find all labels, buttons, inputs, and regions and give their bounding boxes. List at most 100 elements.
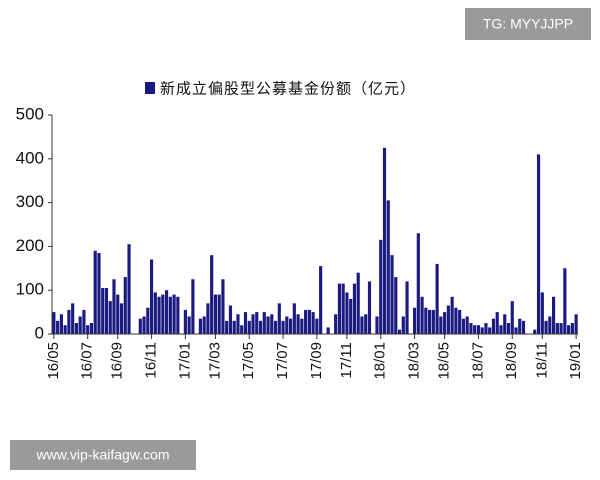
bar (63, 325, 67, 334)
bar (473, 325, 477, 334)
bar (165, 290, 169, 334)
bar (78, 316, 82, 334)
bar (364, 314, 368, 334)
bar (416, 233, 420, 334)
bar (405, 281, 409, 334)
bar (262, 312, 266, 334)
bar (228, 305, 233, 334)
bar (296, 314, 300, 334)
y-tick-label: 200 (16, 236, 44, 255)
bar (518, 318, 522, 334)
bar (108, 301, 112, 334)
y-tick-label: 100 (16, 280, 44, 299)
x-tick-label: 18/09 (503, 342, 520, 380)
bar (116, 294, 120, 334)
bar (247, 320, 251, 334)
bar (146, 307, 150, 334)
bar (172, 294, 176, 334)
x-tick-label: 17/05 (240, 342, 257, 380)
bar (465, 316, 469, 334)
bar (443, 312, 447, 334)
bar (401, 316, 405, 334)
bar (326, 327, 330, 334)
x-tick-label: 16/05 (45, 342, 62, 380)
bar (412, 307, 417, 334)
bar (97, 252, 101, 334)
bar (153, 292, 157, 334)
y-tick-label: 400 (16, 148, 44, 167)
bar (548, 316, 552, 334)
bar (352, 283, 357, 334)
bar (168, 296, 172, 334)
bar (232, 320, 236, 334)
bar (394, 277, 398, 334)
x-tick-label: 16/07 (79, 342, 96, 380)
bar (59, 314, 63, 334)
bar (563, 268, 567, 334)
bar (349, 298, 353, 334)
watermark-box (10, 440, 196, 470)
bar (559, 323, 563, 334)
x-tick-label: 16/09 (109, 342, 126, 380)
bar (307, 309, 311, 334)
y-tick-label: 300 (16, 192, 44, 211)
bar (93, 250, 97, 334)
bar (382, 147, 387, 334)
bar (138, 318, 142, 334)
bar (567, 325, 571, 334)
bar (337, 283, 341, 334)
bar (450, 296, 454, 334)
bar (356, 272, 360, 334)
bar (488, 327, 492, 334)
bar (101, 288, 105, 334)
bar (210, 255, 214, 334)
bar (319, 266, 323, 334)
bar (281, 320, 285, 334)
bar (255, 312, 259, 334)
bar (289, 318, 293, 334)
x-tick-label: 18/03 (406, 342, 423, 380)
bar (461, 318, 465, 334)
bar (149, 259, 154, 334)
bar (258, 320, 263, 334)
bar (300, 318, 304, 334)
bar (277, 303, 281, 334)
x-tick-label: 19/01 (567, 342, 584, 380)
bar (89, 323, 94, 334)
bar (506, 323, 511, 334)
bar (236, 314, 240, 334)
bar (104, 288, 109, 334)
legend-text: 新成立偏股型公募基金份额（亿元） (160, 80, 416, 98)
legend-swatch (145, 82, 155, 94)
bar (360, 316, 364, 334)
bar (292, 303, 296, 334)
bar (240, 325, 244, 334)
bar (273, 320, 278, 334)
bar (198, 318, 202, 334)
bar (533, 329, 537, 334)
x-tick-label: 16/11 (143, 342, 160, 378)
y-tick-label: 500 (16, 104, 44, 123)
bar (191, 279, 195, 334)
bar (176, 296, 180, 334)
bar (367, 281, 372, 334)
bar (510, 301, 514, 334)
bar (315, 318, 319, 334)
bar (74, 323, 78, 334)
bar (555, 323, 559, 334)
x-tick-label: 18/11 (533, 342, 550, 378)
bar (420, 296, 424, 334)
bar (82, 309, 86, 334)
bar (119, 303, 124, 334)
x-tick-label: 17/11 (338, 342, 355, 378)
bar (435, 263, 439, 334)
x-tick-label: 17/09 (308, 342, 325, 380)
watermark-box (465, 8, 591, 40)
bar (52, 312, 56, 334)
bar (221, 279, 225, 334)
bar (540, 292, 544, 334)
bar (397, 329, 402, 334)
x-tick-label: 18/07 (469, 342, 486, 380)
bar (304, 309, 308, 334)
